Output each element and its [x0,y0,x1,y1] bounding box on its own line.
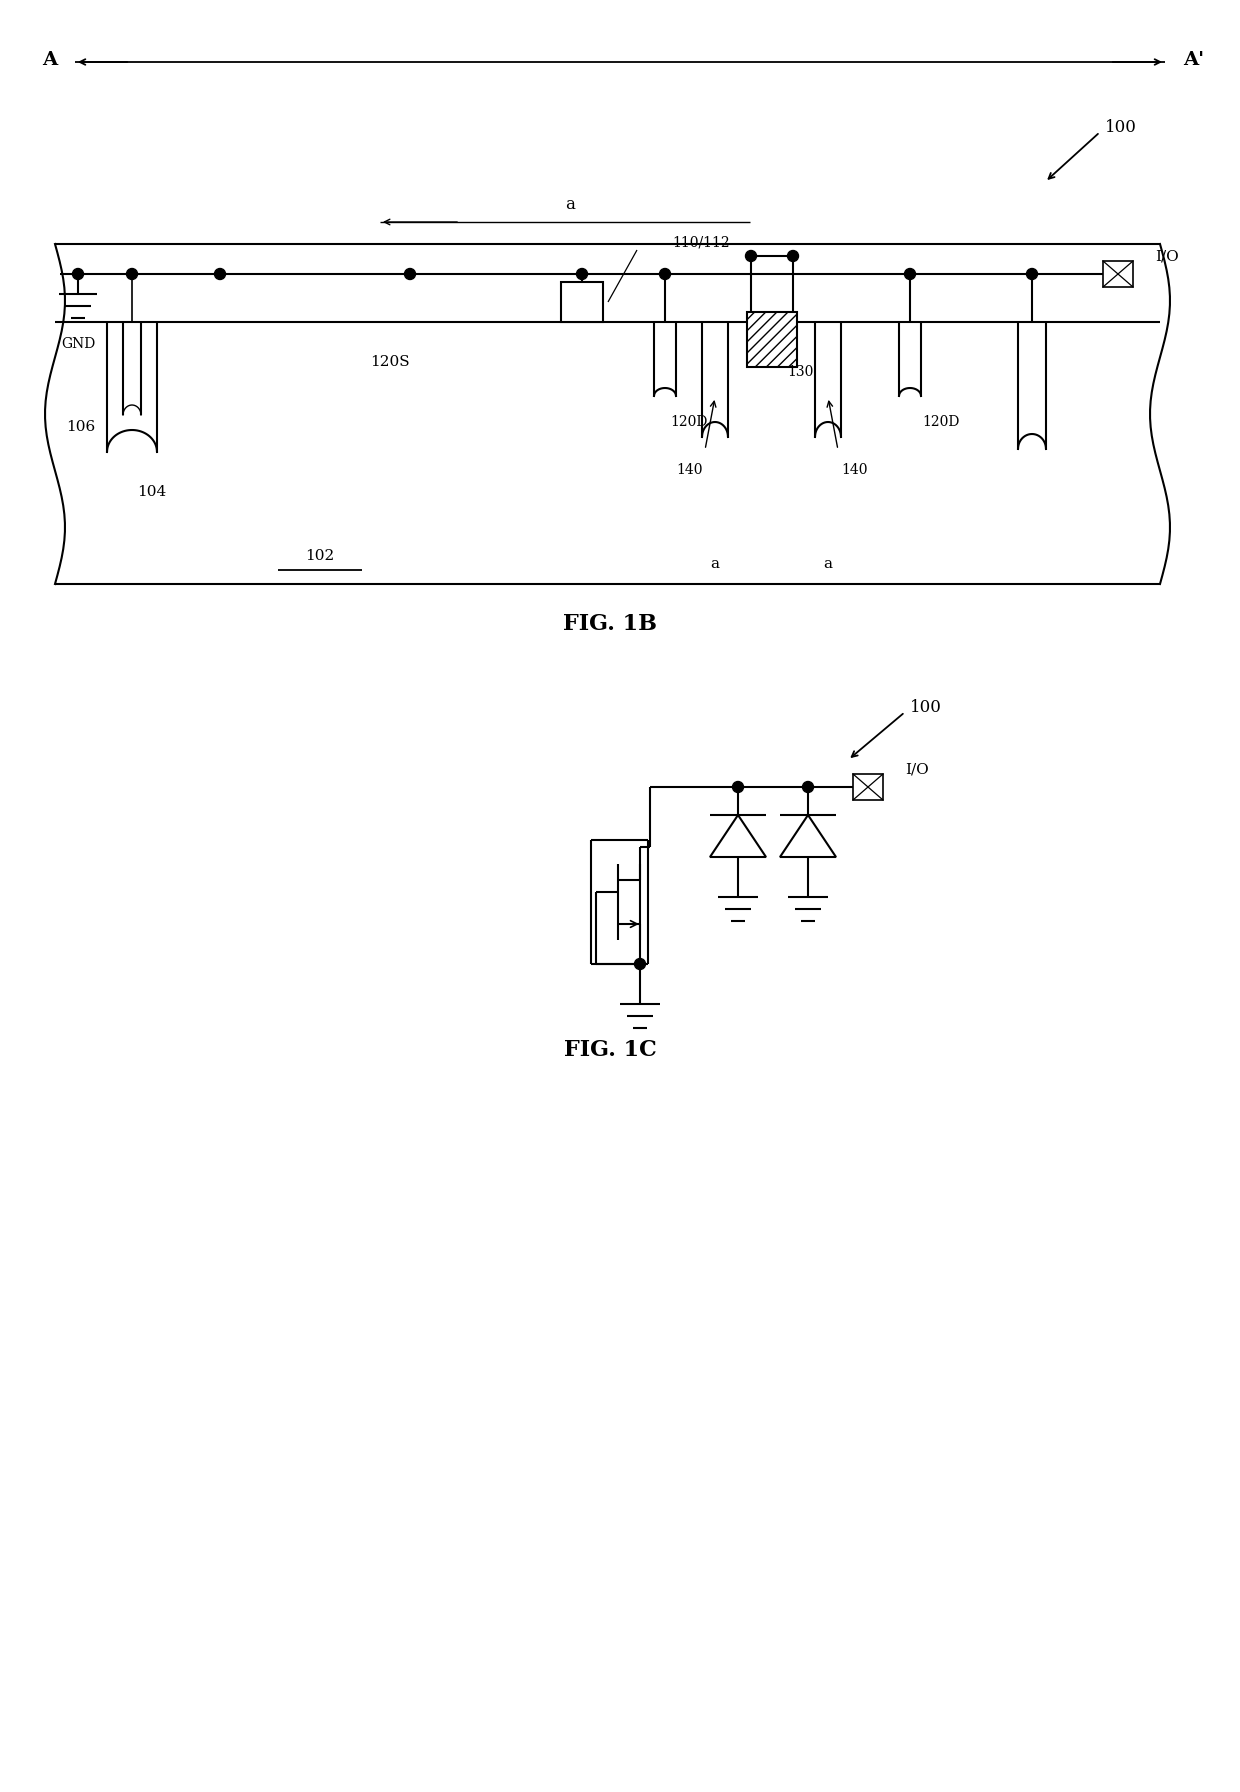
Text: FIG. 1C: FIG. 1C [564,1039,656,1061]
Circle shape [660,269,671,280]
Circle shape [72,269,83,280]
Circle shape [126,269,138,280]
Circle shape [635,959,646,969]
Circle shape [787,251,799,262]
Circle shape [904,269,915,280]
Text: 100: 100 [1105,118,1137,136]
Bar [560,281,603,323]
Text: 120D: 120D [923,416,960,428]
Text: A: A [42,50,57,70]
Text: I/O: I/O [1154,249,1179,263]
Text: I/O: I/O [905,762,929,776]
Text: 100: 100 [910,699,942,715]
Text: 104: 104 [136,486,166,498]
Circle shape [215,269,226,280]
Text: a: a [823,557,832,572]
Text: FIG. 1B: FIG. 1B [563,613,657,634]
Text: A': A' [1183,50,1204,70]
Text: 110/112: 110/112 [672,235,729,249]
Text: 140: 140 [677,462,703,477]
Text: 140: 140 [842,462,868,477]
Text: GND: GND [61,337,95,351]
Circle shape [745,251,756,262]
Circle shape [802,781,813,792]
Bar [746,312,797,367]
Circle shape [733,781,744,792]
Text: 102: 102 [305,548,335,563]
Text: 106: 106 [66,419,95,434]
Circle shape [1027,269,1038,280]
Text: a: a [711,557,719,572]
Bar [1104,262,1133,287]
Circle shape [577,269,588,280]
Text: 120D: 120D [670,416,707,428]
Text: 120S: 120S [371,355,409,369]
Bar [853,774,883,799]
Circle shape [404,269,415,280]
Text: 130: 130 [787,366,813,378]
Text: a: a [565,195,575,213]
